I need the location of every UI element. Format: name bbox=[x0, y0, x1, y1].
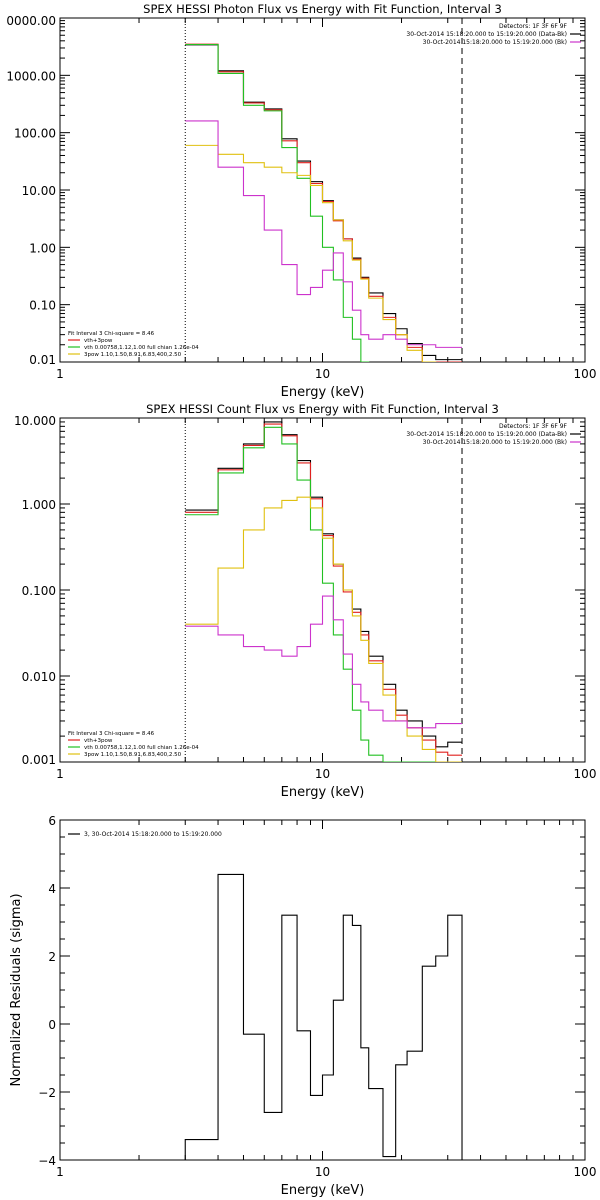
plot-frame bbox=[59, 819, 586, 1161]
legend-bottomleft-text: vth 0.00758,1.12,1.00 full chian 1.26e-0… bbox=[84, 345, 199, 351]
y-tick-label: 0.001 bbox=[22, 753, 56, 767]
y-axis-label: Normalized Residuals (sigma) bbox=[9, 893, 24, 1086]
series-4-line bbox=[185, 120, 463, 348]
legend-topleft-text: 3, 30-Oct-2014 15:18:20.000 to 15:19:20.… bbox=[84, 831, 222, 838]
x-tick-label: 10 bbox=[315, 367, 330, 381]
x-tick-label: 100 bbox=[574, 1165, 597, 1179]
y-tick-label: 0.010 bbox=[22, 670, 56, 684]
x-tick-label: 100 bbox=[574, 767, 597, 781]
y-tick-label: 6 bbox=[48, 814, 56, 828]
legend-bottomleft-text: 3pow 1.10,1.50,8.91,6.83,400,2.50 bbox=[84, 352, 182, 358]
count-flux-panel: SPEX HESSI Count Flux vs Energy with Fit… bbox=[14, 402, 596, 800]
series-2-line bbox=[185, 43, 370, 362]
y-tick-label: 0.10 bbox=[29, 299, 56, 313]
chart-title: SPEX HESSI Count Flux vs Energy with Fit… bbox=[146, 402, 499, 416]
y-tick-label: 1.00 bbox=[29, 241, 56, 255]
series-0-line bbox=[184, 873, 463, 1160]
y-tick-label: 4 bbox=[48, 882, 56, 896]
legend-bottomleft-text: vth+3pow bbox=[84, 738, 113, 744]
y-tick-label: −4 bbox=[38, 1154, 56, 1168]
x-tick-label: 10 bbox=[315, 767, 330, 781]
series-2-line bbox=[185, 426, 463, 762]
y-tick-label: 10.000 bbox=[14, 414, 56, 428]
x-tick-label: 1 bbox=[56, 1165, 64, 1179]
legend-topright-text: 30-Oct-2014 15:18:20.000 to 15:19:20.000… bbox=[406, 31, 567, 38]
legend-bottomleft-text: Fit Interval 3 Chi-square = 8.46 bbox=[68, 731, 155, 737]
legend-topright-text: 30-Oct-2014 15:18:20.000 to 15:19:20.000… bbox=[406, 431, 567, 438]
legend-bottomleft-text: vth 0.00758,1.12,1.00 full chian 1.26e-0… bbox=[84, 745, 199, 751]
y-tick-label: 1.000 bbox=[22, 498, 56, 512]
legend-bottomleft-text: Fit Interval 3 Chi-square = 8.46 bbox=[68, 331, 155, 337]
series-3-line bbox=[185, 496, 463, 762]
chart-title: SPEX HESSI Photon Flux vs Energy with Fi… bbox=[143, 2, 502, 16]
y-tick-label: 0000.00 bbox=[6, 14, 56, 28]
legend-topright-text: 30-Oct-2014 15:18:20.000 to 15:19:20.000… bbox=[423, 39, 567, 46]
legend-topright-text: Detectors: 1F 3F 6F 9F bbox=[499, 23, 568, 30]
x-tick-label: 1 bbox=[56, 367, 64, 381]
legend-bottomleft-text: vth+3pow bbox=[84, 338, 113, 344]
x-tick-label: 100 bbox=[574, 367, 597, 381]
y-tick-label: 2 bbox=[48, 950, 56, 964]
x-axis-label: Energy (keV) bbox=[281, 385, 365, 400]
y-tick-label: 100.00 bbox=[14, 127, 56, 141]
y-tick-label: 0 bbox=[48, 1018, 56, 1032]
x-axis-label: Energy (keV) bbox=[281, 785, 365, 800]
y-tick-label: −2 bbox=[38, 1086, 56, 1100]
legend-topright-text: Detectors: 1F 3F 6F 9F bbox=[499, 423, 568, 430]
x-axis-label: Energy (keV) bbox=[281, 1183, 365, 1198]
legend-bottomleft-text: 3pow 1.10,1.50,8.91,6.83,400,2.50 bbox=[84, 752, 182, 758]
legend-topright-text: 30-Oct-2014 15:18:20.000 to 15:19:20.000… bbox=[423, 439, 567, 446]
photon-flux-panel: SPEX HESSI Photon Flux vs Energy with Fi… bbox=[6, 2, 596, 400]
series-0-line bbox=[185, 421, 463, 748]
series-4-line bbox=[185, 595, 463, 729]
plot-frame bbox=[59, 417, 586, 763]
y-tick-label: 10.00 bbox=[22, 184, 56, 198]
x-tick-label: 10 bbox=[315, 1165, 330, 1179]
residuals-panel: 1 10 100 Energy (keV) −4 −2 0 2 4 6 Normalized Res… bbox=[9, 814, 596, 1198]
series-1-line bbox=[185, 423, 463, 756]
y-tick-label: 1000.00 bbox=[6, 69, 56, 83]
x-tick-label: 1 bbox=[56, 767, 64, 781]
y-tick-label: 0.100 bbox=[22, 584, 56, 598]
series-3-line bbox=[185, 144, 437, 362]
y-tick-label: 0.01 bbox=[29, 353, 56, 367]
